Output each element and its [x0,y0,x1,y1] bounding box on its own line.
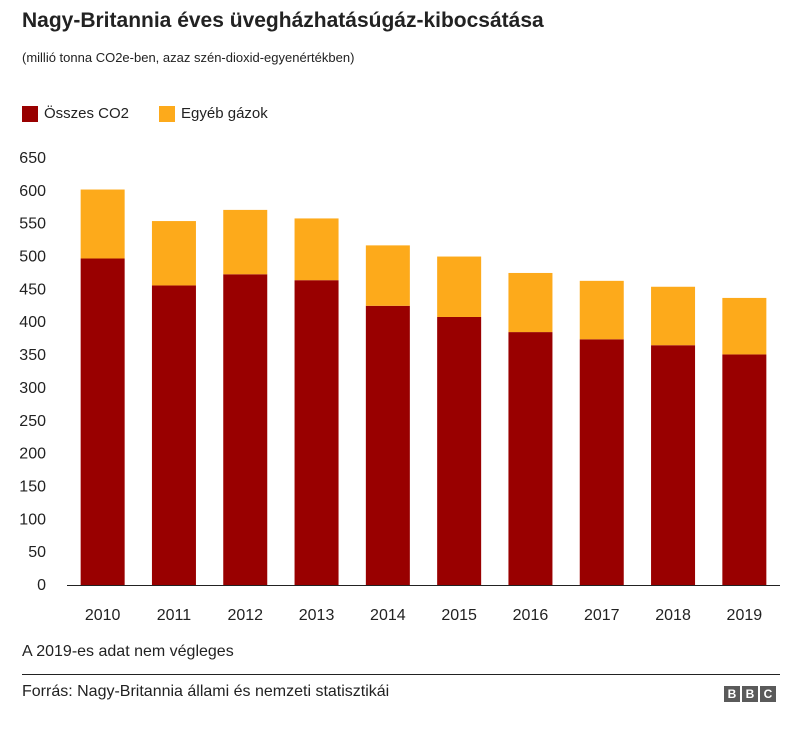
bar-co2 [365,305,410,585]
bbc-logo-letter: B [742,686,758,702]
y-tick-label: 0 [37,577,46,594]
bar-co2 [151,285,196,585]
bar-co2 [651,345,696,585]
chart-title: Nagy-Britannia éves üvegházhatásúgáz-kib… [22,9,544,32]
x-tick-label: 2017 [584,607,620,624]
x-tick-label: 2011 [157,607,192,624]
bar-co2 [223,274,268,585]
bar-co2 [579,339,624,585]
bar-other-gases [294,218,339,281]
bar-other-gases [151,221,196,286]
bar-other-gases [80,189,125,259]
legend-label-co2: Összes CO2 [44,105,130,122]
x-tick-label: 2012 [227,607,263,624]
bar-co2 [508,332,553,585]
bbc-logo-letter: C [760,686,776,702]
y-tick-label: 150 [19,478,46,495]
source-text: Forrás: Nagy-Britannia állami és nemzeti… [22,683,390,700]
footnote: A 2019-es adat nem végleges [22,643,234,660]
legend-swatch-other [159,105,176,122]
legend-label-other: Egyéb gázok [181,105,268,122]
y-tick-label: 300 [19,380,46,397]
bar-other-gases [437,256,482,317]
bar-co2 [437,316,482,585]
bar-other-gases [651,286,696,346]
x-tick-label: 2016 [513,607,549,624]
y-tick-label: 650 [19,150,46,167]
x-tick-label: 2013 [299,607,335,624]
y-tick-label: 500 [19,249,46,266]
y-tick-label: 550 [19,216,46,233]
chart-subtitle: (millió tonna CO2e-ben, azaz szén-dioxid… [22,50,355,65]
bar-other-gases [508,272,553,333]
bar-other-gases [365,245,410,306]
legend-swatch-co2 [22,105,38,122]
y-tick-label: 450 [19,281,46,298]
bar-co2 [722,354,767,585]
legend: Összes CO2 Egyéb gázok [22,105,298,122]
y-tick-label: 50 [28,544,46,561]
x-tick-label: 2010 [85,607,121,624]
y-tick-label: 600 [19,183,46,200]
bar-chart: 6506005505004504003503002502001501005002… [19,150,780,624]
x-tick-label: 2015 [441,607,477,624]
divider [22,674,780,675]
x-tick-label: 2014 [370,607,406,624]
x-tick-label: 2019 [727,607,763,624]
legend-item-other: Egyéb gázok [159,105,268,122]
bar-co2 [294,280,339,585]
bbc-logo-letter: B [724,686,740,702]
bar-other-gases [223,209,268,275]
y-tick-label: 200 [19,446,46,463]
y-tick-label: 250 [19,413,46,430]
y-tick-label: 100 [19,511,46,528]
y-tick-label: 350 [19,347,46,364]
bar-other-gases [722,297,767,355]
bbc-logo: B B C [722,686,776,702]
bar-co2 [80,258,125,585]
legend-item-co2: Összes CO2 [22,105,129,122]
bar-other-gases [579,280,624,340]
x-tick-label: 2018 [655,607,691,624]
y-tick-label: 400 [19,314,46,331]
